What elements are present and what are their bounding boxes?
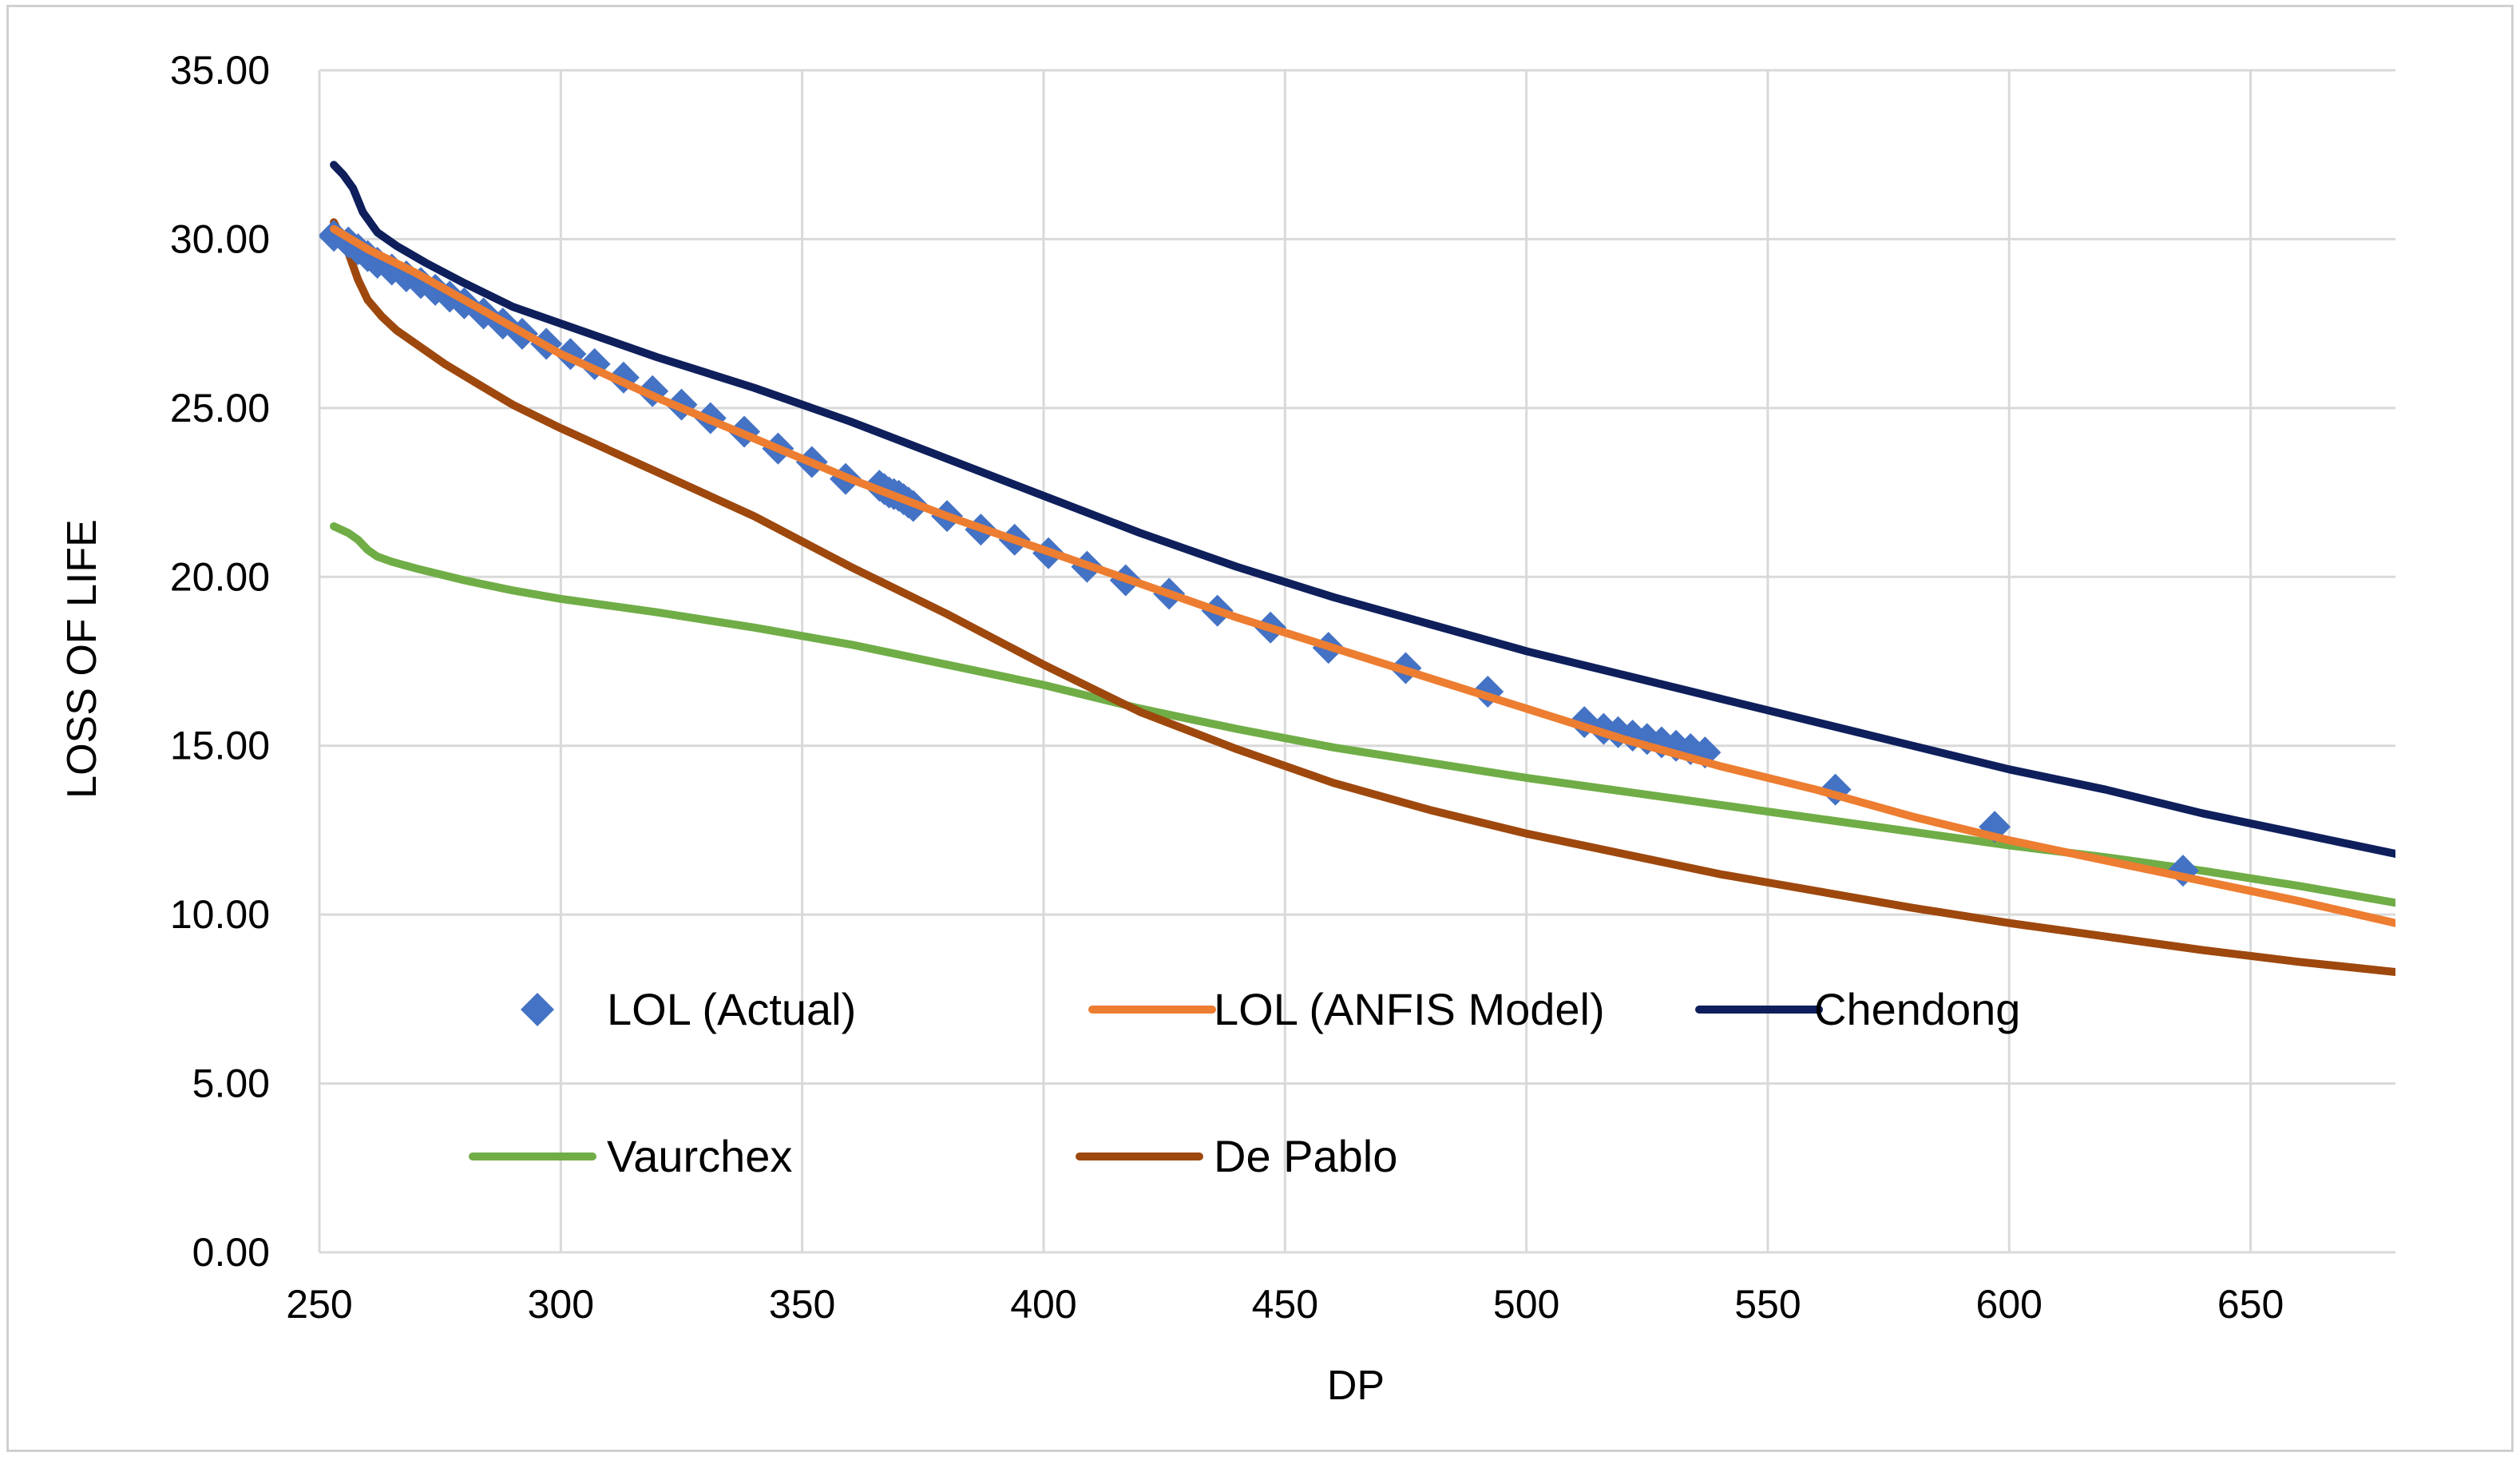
x-tick-label: 300 xyxy=(528,1282,594,1327)
y-tick-label: 30.00 xyxy=(170,216,270,261)
x-tick-label: 500 xyxy=(1493,1282,1559,1327)
x-tick-label: 600 xyxy=(1976,1282,2043,1327)
data-point-lol-actual xyxy=(319,220,351,252)
x-tick-label: 400 xyxy=(1010,1282,1076,1327)
x-tick-labels: 250 300 350 400 450 500 550 600 650 xyxy=(286,1282,2284,1327)
gridlines xyxy=(318,69,2395,1254)
y-tick-label: 25.00 xyxy=(170,386,270,430)
plot-series xyxy=(319,161,2395,976)
legend: LOL (Actual) LOL (ANFIS Model) Chendong Vau… xyxy=(469,984,2020,1181)
series-line-vaurchex xyxy=(330,522,2395,907)
y-tick-label: 15.00 xyxy=(170,724,270,768)
series-line-lol-anfis-model xyxy=(330,224,2395,927)
x-tick-label: 650 xyxy=(2217,1282,2284,1327)
x-axis-label: DP xyxy=(1327,1363,1385,1409)
series-line-chendong xyxy=(330,161,2395,858)
y-tick-label: 20.00 xyxy=(170,554,270,599)
series-line-de-pablo xyxy=(330,218,2395,976)
x-tick-label: 550 xyxy=(1734,1282,1801,1327)
chart-frame xyxy=(6,5,2514,1452)
y-axis-label: LOSS OF LIFE xyxy=(59,519,105,799)
y-tick-labels: 0.00 5.00 10.00 15.00 20.00 25.00 30.00 35.00 xyxy=(170,48,270,1275)
y-tick-label: 35.00 xyxy=(170,48,270,93)
x-tick-label: 350 xyxy=(769,1282,835,1327)
legend-label-lol-actual: LOL (Actual) xyxy=(607,984,856,1034)
y-tick-label: 0.00 xyxy=(192,1230,270,1275)
y-tick-label: 5.00 xyxy=(192,1061,270,1106)
legend-label-lol-anfis-model: LOL (ANFIS Model) xyxy=(1214,984,1605,1034)
x-tick-label: 450 xyxy=(1252,1282,1318,1327)
legend-label-chendong: Chendong xyxy=(1814,984,2020,1034)
x-tick-label: 250 xyxy=(286,1282,352,1327)
legend-label-de-pablo: De Pablo xyxy=(1214,1131,1397,1181)
legend-swatch-lol-actual xyxy=(521,993,554,1026)
y-tick-label: 10.00 xyxy=(170,892,270,937)
legend-label-vaurchex: Vaurchex xyxy=(607,1131,792,1181)
